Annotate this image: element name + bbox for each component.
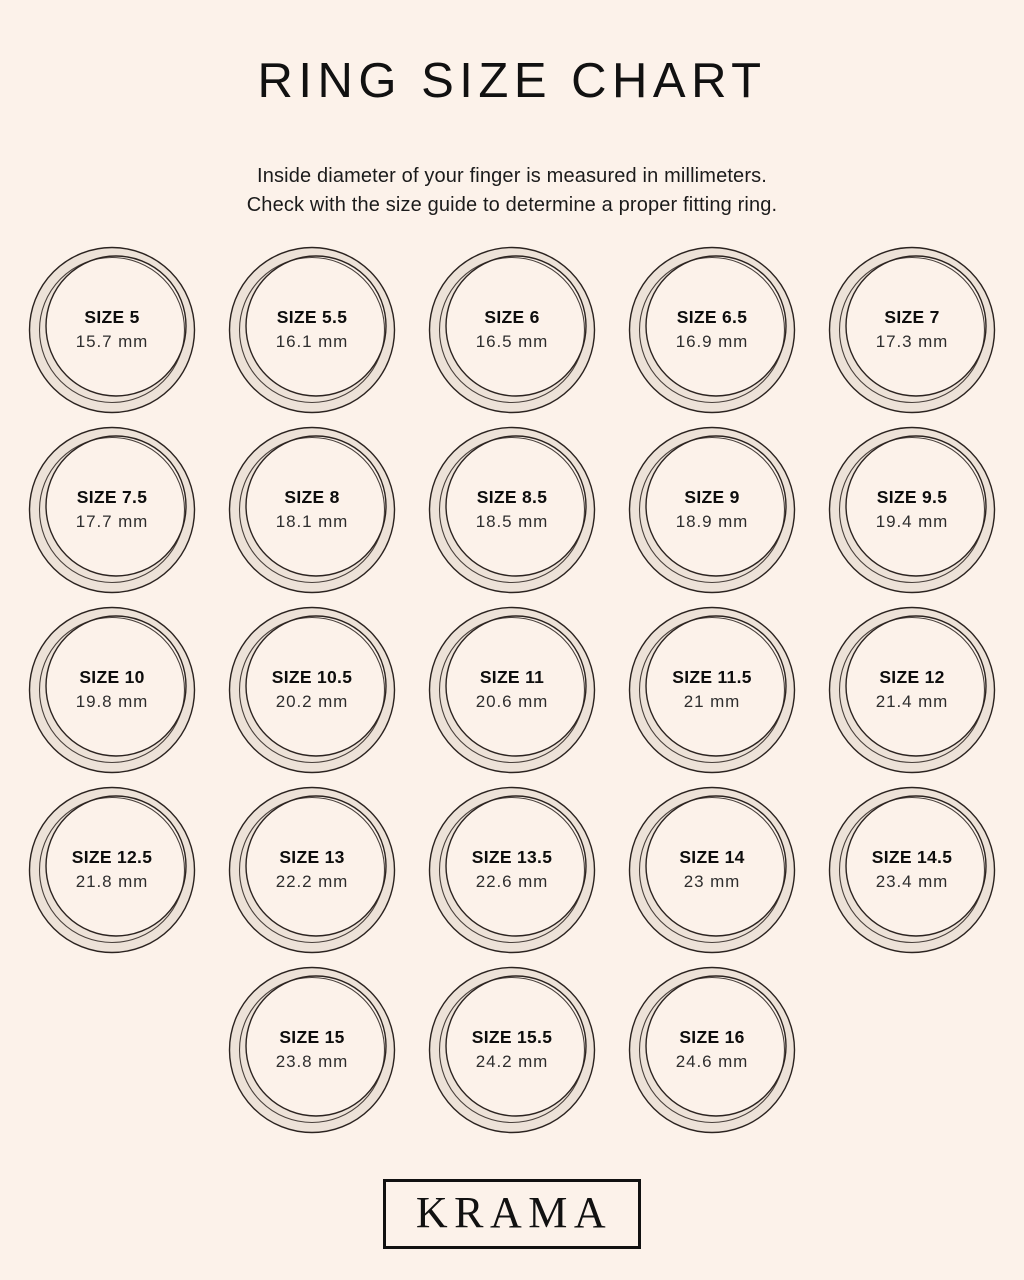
ring-row: SIZE 7.5 17.7 mm SIZE 8 18.1 mm SIZE 8.5 18.5… [27, 425, 997, 596]
ring-size-item[interactable]: SIZE 10 19.8 mm [27, 605, 197, 776]
ring-illustration [627, 965, 797, 1136]
ring-size-item[interactable]: SIZE 8 18.1 mm [227, 425, 397, 596]
ring-illustration [227, 245, 397, 416]
ring-illustration [27, 785, 197, 956]
ring-size-item[interactable]: SIZE 10.5 20.2 mm [227, 605, 397, 776]
ring-illustration [227, 965, 397, 1136]
subtitle-line-1: Inside diameter of your finger is measur… [256, 165, 767, 188]
ring-illustration [27, 605, 197, 776]
ring-size-item[interactable]: SIZE 9.5 19.4 mm [827, 425, 997, 596]
ring-illustration [227, 605, 397, 776]
ring-size-item[interactable]: SIZE 15.5 24.2 mm [427, 965, 597, 1136]
ring-row: SIZE 12.5 21.8 mm SIZE 13 22.2 mm SIZE 13.5 2… [27, 785, 997, 956]
ring-illustration [427, 605, 597, 776]
ring-size-item[interactable]: SIZE 14.5 23.4 mm [827, 785, 997, 956]
page-title: RING SIZE CHART [257, 54, 767, 108]
ring-size-item[interactable]: SIZE 8.5 18.5 mm [427, 425, 597, 596]
ring-size-item[interactable]: SIZE 12.5 21.8 mm [27, 785, 197, 956]
page-subtitle: Inside diameter of your finger is measur… [247, 162, 778, 219]
ring-illustration [827, 785, 997, 956]
subtitle-line-2: Check with the size guide to determine a… [246, 193, 778, 216]
ring-size-item[interactable]: SIZE 14 23 mm [627, 785, 797, 956]
ring-illustration [627, 605, 797, 776]
ring-illustration [27, 425, 197, 596]
ring-illustration [427, 785, 597, 956]
ring-illustration [427, 425, 597, 596]
ring-illustration [627, 785, 797, 956]
ring-illustration [227, 785, 397, 956]
ring-size-item[interactable]: SIZE 13 22.2 mm [227, 785, 397, 956]
ring-size-item[interactable]: SIZE 7 17.3 mm [827, 245, 997, 416]
ring-size-item[interactable]: SIZE 9 18.9 mm [627, 425, 797, 596]
ring-illustration [827, 245, 997, 416]
ring-size-item[interactable]: SIZE 11.5 21 mm [627, 605, 797, 776]
ring-illustration [627, 245, 797, 416]
ring-size-item[interactable]: SIZE 11 20.6 mm [427, 605, 597, 776]
brand-logo: KRAMA [382, 1179, 642, 1250]
ring-size-item[interactable]: SIZE 12 21.4 mm [827, 605, 997, 776]
ring-size-item[interactable]: SIZE 5 15.7 mm [27, 245, 197, 416]
ring-row: SIZE 10 19.8 mm SIZE 10.5 20.2 mm SIZE 11 20.… [27, 605, 997, 776]
logo-border-box: KRAMA [382, 1179, 642, 1250]
ring-illustration [427, 245, 597, 416]
ring-size-item[interactable]: SIZE 15 23.8 mm [227, 965, 397, 1136]
ring-size-item[interactable]: SIZE 7.5 17.7 mm [27, 425, 197, 596]
ring-size-item[interactable]: SIZE 16 24.6 mm [627, 965, 797, 1136]
brand-name: KRAMA [415, 1188, 613, 1238]
ring-grid: SIZE 5 15.7 mm SIZE 5.5 16.1 mm SIZE 6 16.5 m… [0, 245, 1024, 1145]
ring-illustration [27, 245, 197, 416]
ring-size-item[interactable]: SIZE 6 16.5 mm [427, 245, 597, 416]
ring-size-item[interactable]: SIZE 5.5 16.1 mm [227, 245, 397, 416]
ring-illustration [827, 605, 997, 776]
ring-illustration [427, 965, 597, 1136]
ring-illustration [627, 425, 797, 596]
ring-size-item[interactable]: SIZE 13.5 22.6 mm [427, 785, 597, 956]
ring-illustration [827, 425, 997, 596]
ring-row: SIZE 15 23.8 mm SIZE 15.5 24.2 mm SIZE 16 24.… [227, 965, 797, 1136]
ring-size-item[interactable]: SIZE 6.5 16.9 mm [627, 245, 797, 416]
ring-row: SIZE 5 15.7 mm SIZE 5.5 16.1 mm SIZE 6 16.5 m… [27, 245, 997, 416]
ring-illustration [227, 425, 397, 596]
